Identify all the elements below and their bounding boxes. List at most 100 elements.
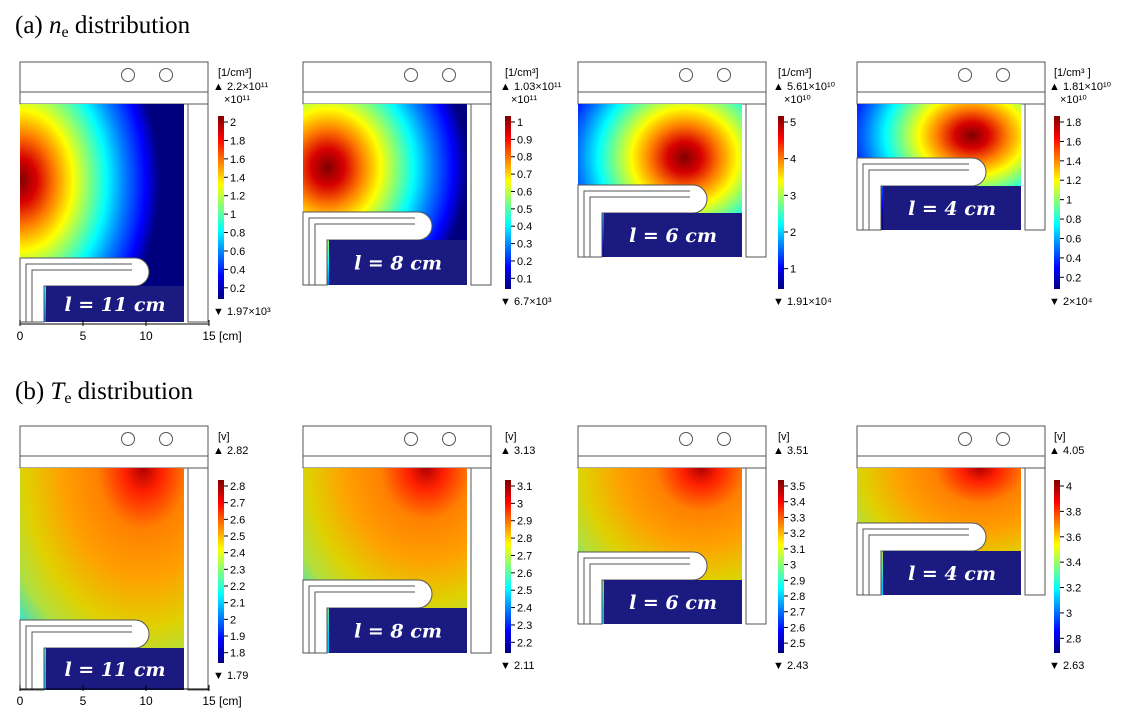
axis-unit: [cm] <box>219 694 242 708</box>
insert-block <box>46 286 184 322</box>
colorbar-tick-label: 1.4 <box>230 172 245 184</box>
colorbar-min: ▼ 2.11 <box>500 660 535 672</box>
port-circle-icon <box>717 68 731 82</box>
section-a-title: (a) ne distribution <box>15 12 190 42</box>
insert-line <box>589 563 690 624</box>
insert-line <box>31 631 132 690</box>
chamber-wall <box>745 103 767 258</box>
colorbar-min: ▼ 1.97×10³ <box>213 306 271 318</box>
port-circle-icon <box>404 432 418 446</box>
insert-line <box>868 534 969 595</box>
colorbar-tick-label: 3 <box>790 560 796 572</box>
axis-unit: [cm] <box>219 329 242 343</box>
colorbar-tick-label: 2.1 <box>230 598 245 610</box>
colorbar-tick-label: 2.9 <box>790 575 805 587</box>
axis-tick-label: 0 <box>17 329 24 343</box>
axis-tick-label: 15 <box>202 694 216 708</box>
colorbar-tick-label: 1.6 <box>1066 136 1081 148</box>
colorbar-tick-label: 2.4 <box>517 603 532 615</box>
port-circle-icon <box>442 68 456 82</box>
colorbar-tick-label: 0.2 <box>517 256 532 268</box>
colorbar-min: ▼ 6.7×10³ <box>500 296 552 308</box>
chamber-wall <box>470 467 492 654</box>
length-label: l = 4 cm <box>908 563 996 585</box>
colorbar <box>505 116 511 289</box>
colorbar-tick-label: 3.5 <box>790 481 805 493</box>
colorbar-tick-label: 3.3 <box>790 512 805 524</box>
insert-line <box>868 169 969 230</box>
colorbar-tick-label: 2.6 <box>790 622 805 634</box>
colorbar-tick-label: 2.8 <box>790 591 805 603</box>
insert-block <box>329 608 467 653</box>
x-axis-row-a: 0 5 10 15 [cm] <box>17 320 242 343</box>
port-circle-icon <box>121 432 135 446</box>
colorbar-tick-label: 5 <box>790 117 796 129</box>
colorbar-tick-label: 0.8 <box>1066 214 1081 226</box>
colorbar-tick-label: 3 <box>1066 608 1072 620</box>
colorbar-tick-label: 3.6 <box>1066 532 1081 544</box>
port-circle-icon <box>679 432 693 446</box>
chamber-wall <box>1024 103 1046 231</box>
section-b-prefix: (b) <box>15 378 51 405</box>
insert-line <box>583 190 690 257</box>
colorbar-tick-label: 2.8 <box>1066 633 1081 645</box>
colorbar-tick-label: 1 <box>1066 195 1072 207</box>
length-label: l = 11 cm <box>64 294 165 316</box>
colorbar-tick-label: 2.2 <box>517 637 532 649</box>
colorbar-unit: [1/cm³ ] <box>1054 67 1091 79</box>
port-circle-icon <box>159 432 173 446</box>
colorbar-tick-label: 1.6 <box>230 154 245 166</box>
colorbar-tick-label: 0.5 <box>517 204 532 216</box>
port-circle-icon <box>958 68 972 82</box>
section-b-symbol: T <box>50 378 65 405</box>
port-circle-icon <box>159 68 173 82</box>
chamber-wall <box>187 467 209 691</box>
colorbar-tick-label: 0.6 <box>517 186 532 198</box>
insert-block <box>46 648 184 690</box>
colorbar-unit: [1/cm³] <box>218 67 252 79</box>
colorbar <box>778 116 784 289</box>
colorbar-tick-label: 2 <box>230 117 236 129</box>
colorbar-tick-label: 0.9 <box>517 134 532 146</box>
length-label: l = 6 cm <box>629 225 717 247</box>
colorbar-tick-label: 2.6 <box>230 514 245 526</box>
colorbar-min: ▼ 2×10⁴ <box>1049 296 1093 308</box>
insert-block <box>604 213 742 257</box>
colorbar-max: ▲ 3.51 <box>773 445 808 457</box>
section-b-title: (b) Te distribution <box>15 378 193 408</box>
colorbar-tick-label: 1.2 <box>230 191 245 203</box>
section-b-subscript: e <box>64 390 72 407</box>
section-b-suffix: distribution <box>71 378 193 405</box>
chamber-lid <box>302 61 492 93</box>
colorbar <box>1054 116 1060 289</box>
section-a-prefix: (a) <box>15 12 49 39</box>
colorbar-tick-label: 2.7 <box>230 498 245 510</box>
colorbar-tick-label: 0.7 <box>517 169 532 181</box>
colorbar-max: ▲ 2.82 <box>213 445 248 457</box>
colorbar-min: ▼ 2.63 <box>1049 660 1084 672</box>
colorbar-unit: [v] <box>505 431 517 443</box>
axis-tick-label: 10 <box>139 329 153 343</box>
colorbar-tick-label: 2.6 <box>517 568 532 580</box>
insert-block <box>604 580 742 624</box>
colorbar-tick-label: 2.8 <box>230 481 245 493</box>
colorbar-min: ▼ 1.91×10⁴ <box>773 296 832 308</box>
insert-line <box>25 263 132 322</box>
colorbar-tick-label: 0.1 <box>517 273 532 285</box>
chamber-wall <box>470 103 492 286</box>
colorbar-tick-label: 0.2 <box>1066 272 1081 284</box>
colorbar-min: ▼ 1.79 <box>213 670 248 682</box>
colorbar <box>505 480 511 653</box>
colorbar-tick-label: 2.3 <box>517 620 532 632</box>
colorbar-max: ▲ 2.2×10¹¹ <box>213 81 269 93</box>
axis-tick-label: 10 <box>139 694 153 708</box>
colorbar-tick-label: 3.1 <box>790 544 805 556</box>
length-label: l = 11 cm <box>64 659 165 681</box>
axis-tick-label: 5 <box>80 694 87 708</box>
colorbar-tick-label: 1.8 <box>230 648 245 660</box>
insert-line <box>589 196 690 257</box>
colorbar-max: ▲ 1.03×10¹¹ <box>500 81 562 93</box>
